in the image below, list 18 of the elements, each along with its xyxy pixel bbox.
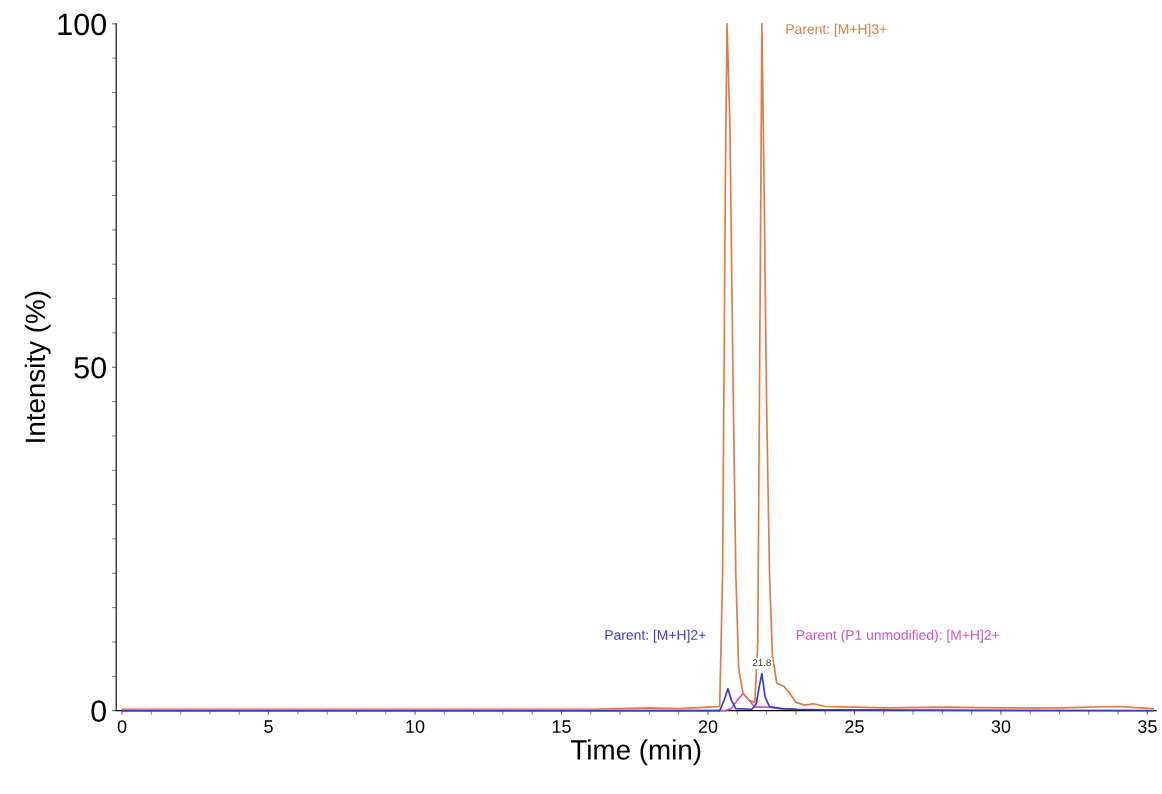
x-tick-label: 25 <box>845 720 864 733</box>
x-tick-label: 30 <box>991 720 1011 733</box>
x-tick-label: 0 <box>117 720 127 733</box>
x-tick-label: 20 <box>698 720 718 733</box>
y-tick-label: 100 <box>58 13 106 36</box>
x-tick-label: 10 <box>406 720 425 733</box>
x-tick-label: 5 <box>264 720 273 733</box>
text: Parent (P1 unmodified): [M+H]2+ <box>796 629 999 643</box>
series-label: Parent: [M+H]3+ <box>786 23 887 37</box>
x-tick-label: 35 <box>1138 720 1157 733</box>
annotation: 21.8 <box>752 659 771 667</box>
x-axis-title: Time (min) <box>570 739 701 766</box>
y-tick-label: 50 <box>74 356 106 379</box>
line-series <box>121 672 1155 712</box>
text: Parent: [M+H]2+ <box>605 629 706 643</box>
y-axis-title: Intensity (%) <box>24 291 51 442</box>
x-tick-label: 15 <box>552 720 571 733</box>
line-series <box>121 22 1155 711</box>
